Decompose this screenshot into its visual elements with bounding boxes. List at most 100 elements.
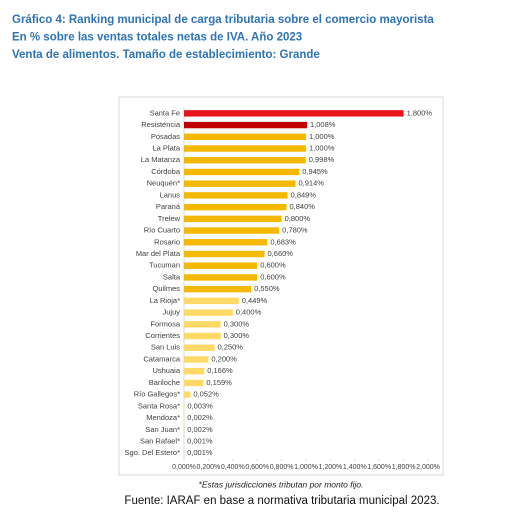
value-label: 1,800% [407,108,433,117]
value-label: 0,166% [207,366,233,375]
bar [184,262,258,269]
value-label: 0,683% [270,237,296,246]
y-tick-label: Sgo. Del Estero* [125,448,181,457]
value-label: 0,660% [268,249,294,258]
x-tick-label: 0,200% [197,464,221,471]
x-tick-label: 0,000% [172,464,196,471]
bar [184,356,209,363]
chart-title: Gráfico 4: Ranking municipal de carga tr… [12,14,434,26]
y-tick-label: La Rioja* [150,296,181,305]
chart-title: En % sobre las ventas totales netas de I… [12,32,302,44]
value-label: 1,000% [309,132,335,141]
bar [184,391,191,398]
y-tick-label: Neuquén* [147,179,180,188]
bar [184,239,268,246]
bar [184,332,221,340]
value-label: 0,002% [187,413,213,422]
x-tick-label: 0,400% [221,464,245,471]
x-tick-label: 0,800% [270,464,294,471]
y-tick-label: Paraná [156,202,181,211]
x-tick-label: 0,600% [245,464,269,471]
value-label: 0,914% [299,179,325,188]
value-label: 0,200% [211,354,237,363]
chart-frame [118,96,444,476]
y-tick-label: La Matanza [141,155,181,164]
y-tick-label: Catamarca [143,354,181,363]
value-label: 0,001% [187,448,213,457]
x-tick-label: 1,600% [367,464,391,471]
y-tick-label: Formosa [150,319,180,328]
bar [184,227,280,234]
chart-title: Venta de alimentos. Tamaño de establecim… [12,49,320,61]
value-label: 1,000% [309,144,335,153]
value-label: 0,600% [260,272,286,281]
x-tick-label: 1,800% [392,464,416,471]
y-tick-label: Resistencia [141,120,181,129]
y-tick-label: Trelew [158,214,181,223]
value-label: 0,800% [285,214,311,223]
y-tick-label: Rosario [154,237,180,246]
value-label: 0,780% [282,226,308,235]
bar [184,133,306,140]
value-label: 1,008% [310,120,336,129]
value-label: 0,449% [242,296,268,305]
y-tick-label: Mendoza* [146,413,180,422]
note: *Estas jurisdicciones tributan por monto… [199,479,364,489]
bar [184,203,287,211]
bar [184,121,307,129]
bar [184,215,282,223]
value-label: 0,998% [309,155,335,164]
bar [184,192,288,199]
bar [184,379,204,387]
bar [184,309,233,316]
value-label: 0,840% [289,202,315,211]
bar [184,368,205,375]
bar [184,145,306,152]
bar [184,250,265,258]
value-label: 0,300% [224,319,250,328]
y-tick-label: Tucuman [149,261,180,270]
value-label: 0,400% [236,308,262,317]
value-label: 0,849% [291,190,317,199]
value-label: 0,300% [224,331,250,340]
y-tick-label: Santa Fe [150,108,180,117]
value-label: 0,550% [254,284,280,293]
y-tick-label: Posadas [151,132,180,141]
y-tick-label: Quilmes [152,284,180,293]
value-label: 0,002% [187,425,213,434]
bar [184,274,258,281]
y-tick-label: Lanus [160,190,181,199]
value-label: 0,250% [218,343,244,352]
x-tick-label: 1,000% [294,464,318,471]
bar [184,344,215,351]
y-tick-label: Río Gallegos* [134,390,180,399]
value-label: 0,945% [302,167,328,176]
y-tick-label: Mar del Plata [136,249,181,258]
y-tick-label: Bariloche [149,378,180,387]
y-tick-label: Río Cuarto [144,226,180,235]
y-tick-label: Santa Rosa* [138,401,180,410]
bar [184,110,404,117]
bar [184,157,306,164]
x-tick-label: 1,400% [343,464,367,471]
y-tick-label: San Luis [151,343,180,352]
y-tick-label: Ushuaia [152,366,180,375]
x-tick-label: 2,000% [416,464,440,471]
y-tick-label: Jujuy [162,308,180,317]
value-label: 0,001% [187,437,213,446]
value-label: 0,052% [193,390,219,399]
bar [184,285,252,293]
bar [184,180,296,187]
x-tick-label: 1,200% [319,464,343,471]
value-label: 0,600% [260,261,286,270]
y-tick-label: San Juan* [145,425,180,434]
source: Fuente: IARAF en base a normativa tribut… [124,495,439,507]
y-tick-label: Córdoba [151,167,181,176]
bar [184,321,221,328]
y-tick-label: La Plata [152,144,180,153]
y-tick-label: San Rafael* [140,437,180,446]
y-tick-label: Corrientes [145,331,180,340]
value-label: 0,159% [206,378,232,387]
